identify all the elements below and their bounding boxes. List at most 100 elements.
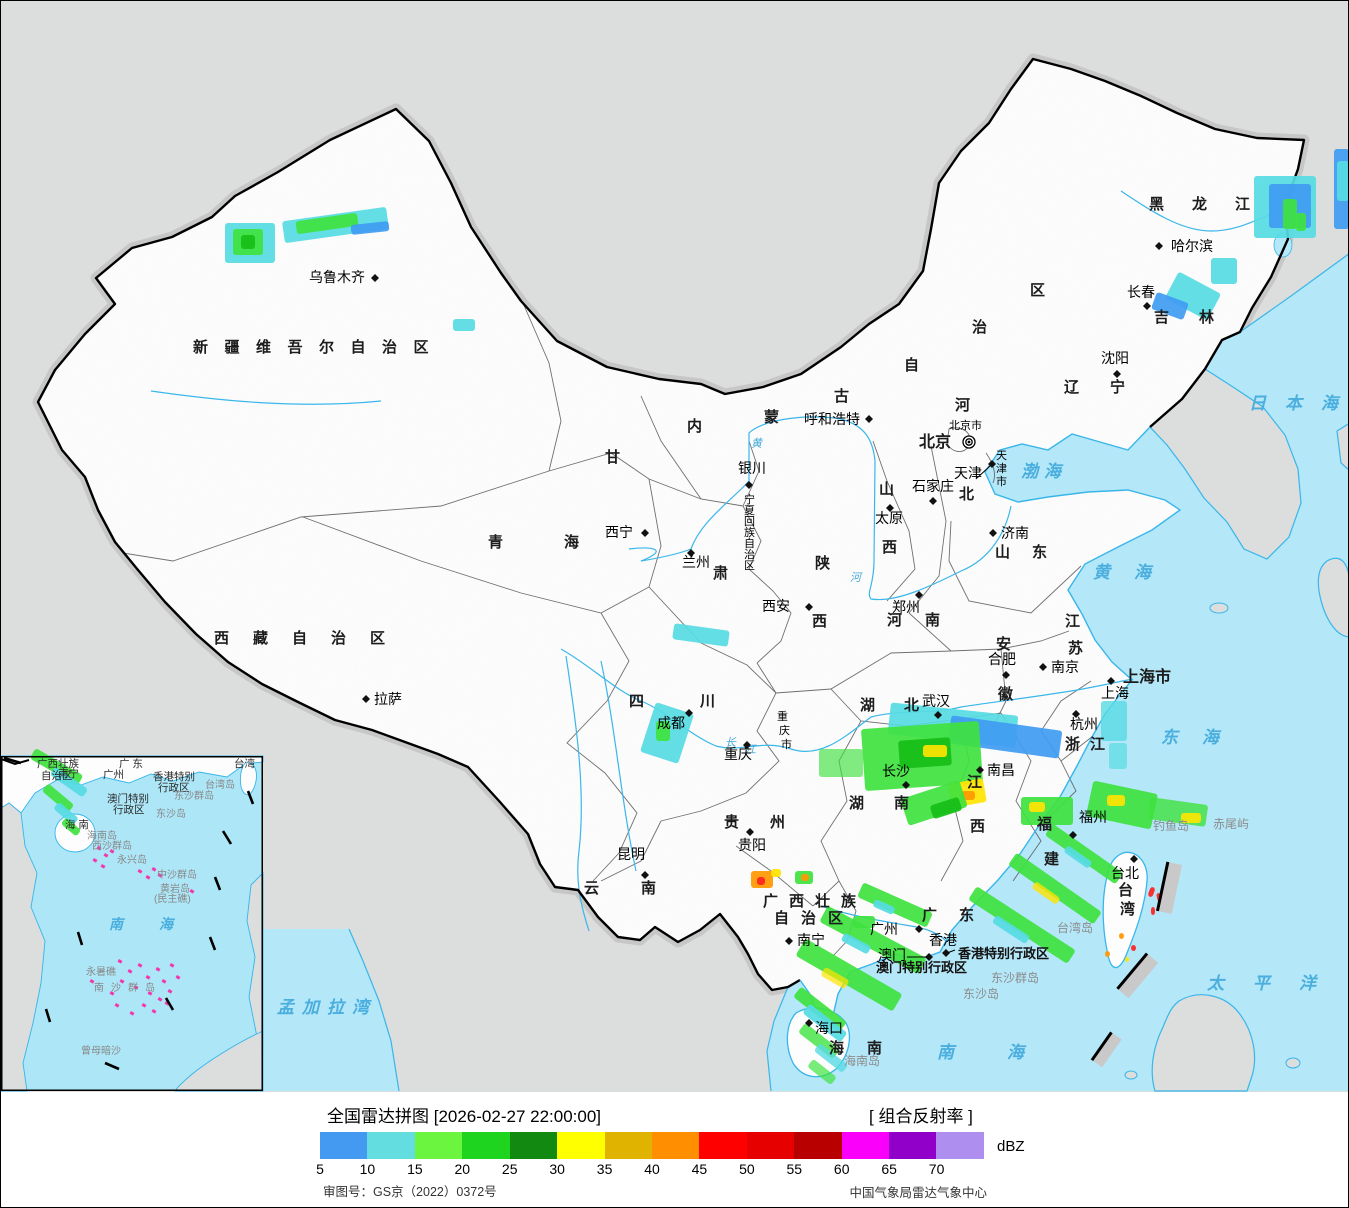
- map-label: 重: [777, 709, 788, 723]
- philippines-luzon: [1151, 994, 1256, 1092]
- city-label: 天津: [954, 465, 982, 481]
- reef-symbol: [175, 974, 181, 980]
- reef-symbol: [92, 858, 98, 863]
- radar-echo: [1151, 907, 1155, 915]
- radar-echo: [771, 869, 781, 877]
- dbz-colorbar: [320, 1132, 984, 1159]
- city-label: 拉萨: [374, 691, 402, 707]
- island-label: 赤尾屿: [1213, 817, 1249, 831]
- city-label: 长沙: [882, 763, 910, 779]
- city-label: 香港: [929, 932, 957, 948]
- reef-symbol: [151, 866, 157, 872]
- city-label: 贵阳: [738, 837, 766, 853]
- island-label: 海南岛: [844, 1053, 880, 1068]
- radar-echo: [857, 883, 933, 927]
- map-label: 香港特别行政区: [957, 946, 1049, 961]
- map-label: 庆: [779, 723, 790, 737]
- radar-echo: [42, 784, 74, 812]
- reef-symbol: [89, 979, 95, 984]
- city-marker: [1072, 710, 1080, 718]
- boundary-dash-bar: [1155, 861, 1183, 914]
- korea-peninsula: [1149, 368, 1302, 560]
- city-label: 沈阳: [1101, 350, 1129, 366]
- province-label: 上海市: [1123, 667, 1171, 686]
- city-label: 乌鲁木齐: [309, 269, 365, 285]
- radar-echo: [1101, 701, 1127, 741]
- map-label: 澳门特别行政区: [876, 960, 967, 975]
- sea-label: 孟加拉湾: [277, 998, 372, 1017]
- radar-echo: [1109, 743, 1127, 769]
- radar-echo: [54, 802, 78, 825]
- reef-symbol: [137, 869, 143, 874]
- reef-symbol: [147, 991, 153, 996]
- radar-echo: [1337, 161, 1348, 201]
- city-label: 西宁: [605, 524, 633, 540]
- dbz-color-swatch: [841, 1132, 890, 1159]
- city-label: 济南: [1001, 525, 1029, 541]
- radar-echo: [30, 749, 83, 785]
- radar-echo: [803, 1004, 847, 1042]
- dbz-tick: 45: [691, 1161, 708, 1177]
- radar-echo: [1125, 957, 1129, 962]
- island-label: 东沙群岛: [174, 789, 214, 802]
- map-label: 市: [781, 737, 792, 751]
- dbz-color-swatch: [794, 1132, 842, 1159]
- radar-echo: [814, 1044, 848, 1072]
- bay-of-bengal: [263, 929, 399, 1091]
- city-marker: [362, 695, 370, 703]
- map-label: 夏: [744, 504, 755, 517]
- province-label: 辽宁: [1064, 378, 1125, 396]
- radar-echo: [799, 1023, 839, 1059]
- province-label: 广西壮族: [763, 892, 857, 910]
- reef-symbol: [141, 1003, 147, 1008]
- map-label: 区: [744, 560, 755, 572]
- reef-symbol: [161, 979, 167, 984]
- reef-symbol: [129, 1010, 135, 1016]
- province-label: 自: [904, 356, 919, 374]
- map-label: 台湾: [234, 757, 255, 770]
- province-label: 建: [1044, 850, 1060, 868]
- radar-echo: [1119, 933, 1124, 939]
- sea-label: 渤海: [1021, 462, 1064, 481]
- radar-echo: [1181, 813, 1201, 823]
- dbz-color-swatch: [367, 1132, 415, 1159]
- city-marker: [687, 549, 695, 557]
- province-label: 吉林: [1154, 308, 1215, 326]
- radar-echo: [873, 899, 895, 915]
- inset-taiwan: [239, 762, 257, 796]
- radar-echo: [295, 213, 359, 234]
- city-label: 西安: [762, 598, 790, 614]
- radar-echo: [672, 623, 730, 647]
- city-label: 石家庄: [912, 478, 954, 494]
- dbz-tick: 70: [928, 1161, 945, 1177]
- reef-symbol: [189, 889, 195, 894]
- map-label: 广西壮族: [37, 757, 79, 770]
- vietnam-coastline: [766, 986, 789, 1092]
- inset-border-segment: [1, 758, 30, 766]
- capital-label: 北京: [919, 432, 951, 451]
- city-marker: [785, 937, 793, 945]
- province-label: 湖北: [860, 697, 919, 714]
- city-label: 台北: [1111, 865, 1139, 881]
- reef-symbol: [137, 962, 143, 968]
- reef-symbol: [157, 997, 163, 1002]
- sea-label: 南海: [109, 916, 176, 932]
- province-label: 黑龙江: [1149, 195, 1250, 213]
- reef-symbol: [157, 872, 163, 878]
- radar-echo: [61, 818, 81, 836]
- radar-echo: [796, 939, 902, 1011]
- city-label: 海口: [815, 1020, 843, 1036]
- radar-echo: [900, 780, 968, 826]
- city-label: 太原: [875, 510, 903, 526]
- province-label: 内: [687, 417, 702, 435]
- radar-echo: [841, 933, 871, 954]
- province-label: 河: [955, 396, 970, 414]
- map-label: 香港特别: [153, 771, 195, 783]
- dbz-color-swatch: [699, 1132, 747, 1159]
- reef-symbol: [109, 991, 115, 996]
- boundary-dash-bar: [1116, 952, 1159, 999]
- island-label: 黄岩岛: [160, 882, 190, 895]
- city-marker: [915, 925, 923, 933]
- province-label: 山: [879, 481, 894, 498]
- city-label: 银川: [738, 460, 766, 476]
